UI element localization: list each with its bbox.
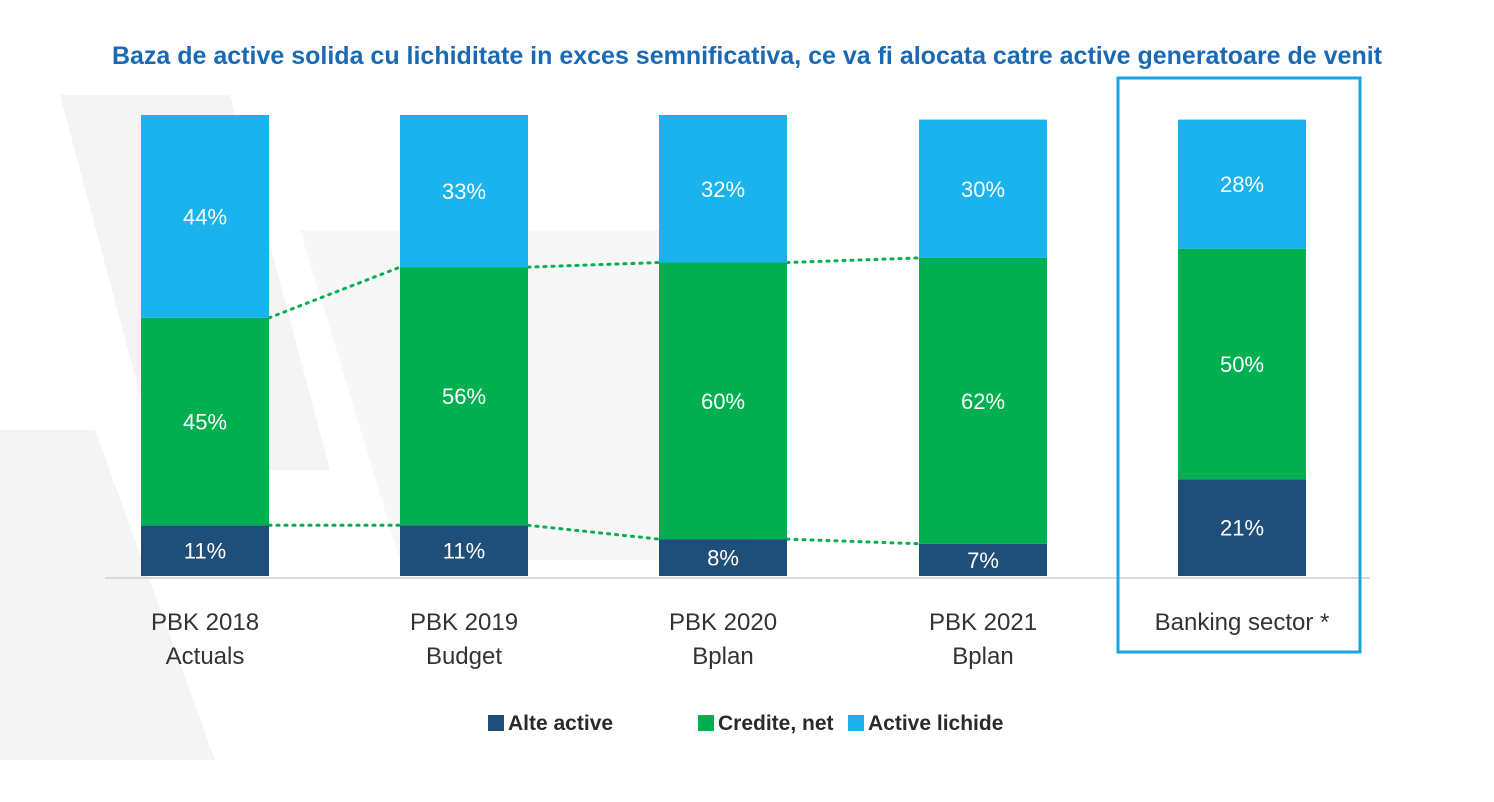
data-label: 56% bbox=[442, 384, 486, 409]
bar-segment-credite-net bbox=[919, 257, 1047, 544]
data-label: 11% bbox=[443, 539, 485, 564]
legend-item-alte-active: Alte active bbox=[488, 712, 613, 735]
bar-segment-alte-active bbox=[400, 525, 528, 576]
data-label: 8% bbox=[707, 546, 739, 571]
category-label: Bplan bbox=[692, 643, 753, 670]
data-label: 33% bbox=[442, 179, 486, 204]
bar-segment-active-lichide bbox=[1178, 119, 1306, 249]
legend-swatch bbox=[488, 715, 504, 731]
bar-segment-active-lichide bbox=[400, 115, 528, 268]
data-labels: 11% 45% 44% 11% 56% 33% 8% 60% 32% 7% 62% 30% 21% 50%… bbox=[183, 172, 1264, 573]
category-label: PBK 2018 bbox=[151, 609, 259, 636]
legend-label: Active lichide bbox=[868, 712, 1003, 735]
legend-label: Alte active bbox=[508, 712, 613, 735]
data-label: 7% bbox=[967, 548, 999, 573]
data-label: 21% bbox=[1220, 516, 1264, 541]
legend-item-active-lichide: Active lichide bbox=[848, 712, 1003, 735]
data-label: 11% bbox=[184, 539, 226, 564]
category-label: PBK 2020 bbox=[669, 609, 777, 636]
category-label: PBK 2019 bbox=[410, 609, 518, 636]
bar-segment-alte-active bbox=[919, 543, 1047, 576]
watermark-stripe bbox=[0, 430, 215, 760]
data-label: 28% bbox=[1220, 172, 1264, 197]
legend: Alte active Credite, net Active lichide bbox=[488, 712, 1003, 735]
bar-segment-active-lichide bbox=[659, 115, 787, 263]
background-watermark bbox=[0, 95, 760, 760]
category-labels: PBK 2018 Actuals PBK 2019 Budget PBK 2020 Bpl… bbox=[151, 609, 1329, 670]
connector-line bbox=[785, 256, 921, 265]
bars bbox=[141, 115, 1306, 576]
category-label: Budget bbox=[426, 643, 502, 670]
connector-line bbox=[526, 523, 661, 541]
legend-item-credite-net: Credite, net bbox=[698, 712, 834, 735]
bar-segment-active-lichide bbox=[919, 119, 1047, 258]
data-label: 44% bbox=[183, 204, 227, 229]
data-label: 30% bbox=[961, 177, 1005, 202]
category-label: PBK 2021 bbox=[929, 609, 1037, 636]
bar-segment-credite-net bbox=[400, 267, 528, 526]
bar-segment-credite-net bbox=[659, 262, 787, 540]
category-label: Bplan bbox=[952, 643, 1013, 670]
data-label: 45% bbox=[183, 410, 227, 435]
chart-title: Baza de active solida cu lichiditate in … bbox=[112, 42, 1383, 70]
bar-segment-alte-active bbox=[141, 525, 269, 576]
bar-segment-credite-net bbox=[141, 317, 269, 526]
bar-segment-credite-net bbox=[1178, 248, 1306, 480]
connector-line bbox=[267, 265, 402, 320]
bar-segment-alte-active bbox=[659, 539, 787, 576]
bar-segment-alte-active bbox=[1178, 479, 1306, 576]
connector-line bbox=[526, 261, 661, 269]
connector-lines bbox=[267, 256, 921, 546]
data-label: 62% bbox=[961, 389, 1005, 414]
banking-sector-highlight-box bbox=[1116, 76, 1362, 654]
category-label: Banking sector * bbox=[1155, 609, 1330, 636]
data-label: 32% bbox=[701, 177, 745, 202]
category-label: Actuals bbox=[166, 643, 245, 670]
connector-line bbox=[785, 537, 921, 546]
bar-segment-active-lichide bbox=[141, 115, 269, 318]
legend-swatch bbox=[848, 715, 864, 731]
legend-swatch bbox=[698, 715, 714, 731]
legend-label: Credite, net bbox=[718, 712, 834, 735]
data-label: 50% bbox=[1220, 352, 1264, 377]
data-label: 60% bbox=[701, 389, 745, 414]
